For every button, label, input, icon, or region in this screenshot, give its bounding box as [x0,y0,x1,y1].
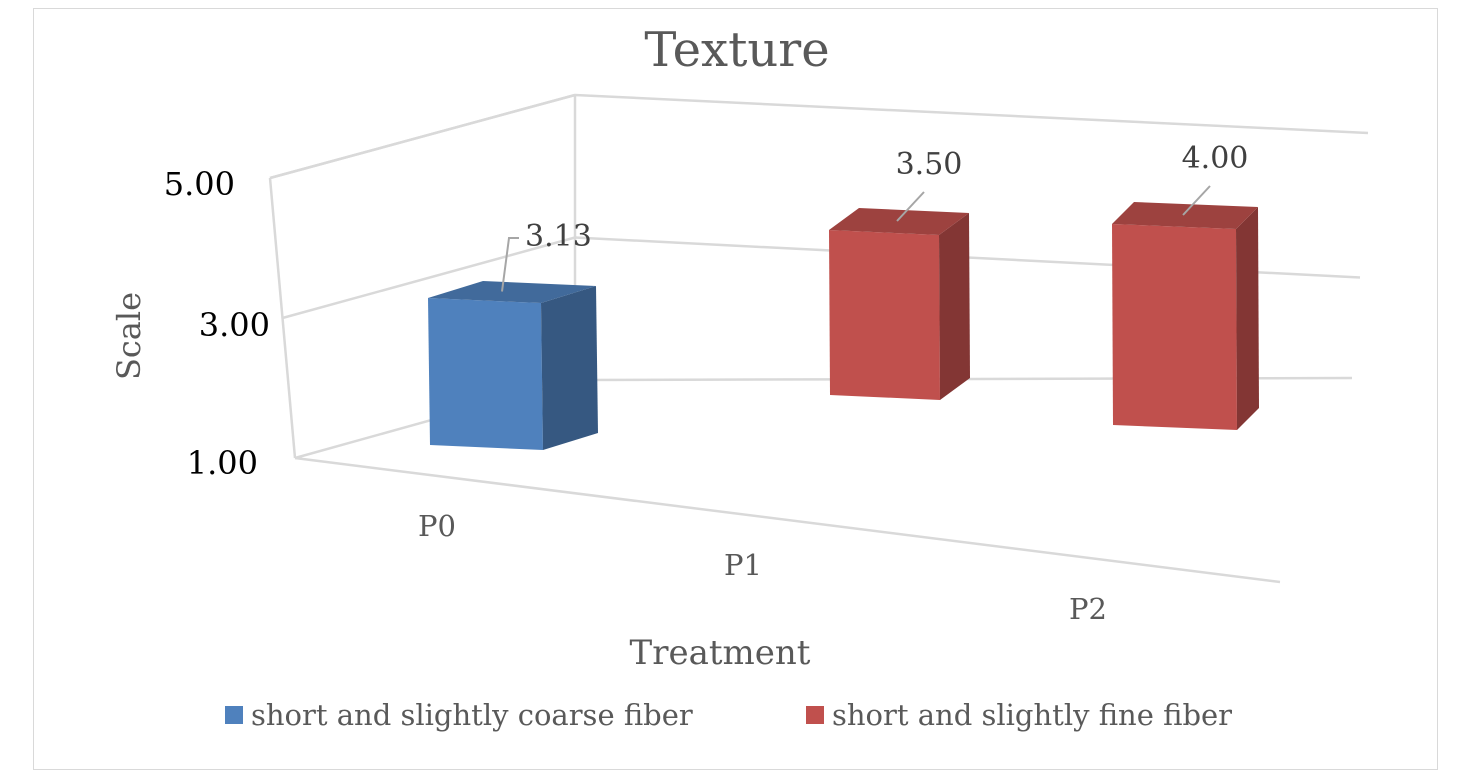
bar-side-face [1236,207,1259,430]
side-gridline [269,93,576,180]
x-tick-label-p2: P2 [1069,592,1107,626]
bar-top-face [1112,202,1258,229]
bar-p1 [829,208,970,400]
bar-side-face [939,213,970,400]
bar-front-face [428,298,543,450]
data-label-leader-line [501,237,519,292]
bar-side-face [541,286,598,450]
data-label: 3.50 [896,147,963,182]
side-gridline [282,236,576,320]
y-axis-title: Scale [110,292,148,380]
legend-swatch-fine [806,706,824,724]
legend-label-coarse: short and slightly coarse fiber [251,698,693,732]
chart-title: Texture [644,22,829,78]
data-label-leader-line [1182,185,1211,216]
data-label: 4.00 [1182,141,1249,176]
legend: short and slightly coarse fiber short an… [225,698,1232,732]
data-labels: 3.13 3.50 4.00 [501,141,1249,292]
legend-swatch-coarse [225,706,243,724]
bar-front-face [829,230,940,400]
bar-top-face [428,281,596,304]
y-tick-labels: 1.00 3.00 5.00 [164,165,270,482]
x-tick-labels: P0 P1 P2 [418,509,1107,626]
bar-top-face [829,208,969,235]
x-tick-label-p1: P1 [724,548,762,582]
back-top-edge [574,93,1369,135]
bar-front-face [1112,224,1237,430]
bar-p2 [1112,202,1259,430]
floor-front-edge [294,456,1281,584]
y-tick-label: 1.00 [187,444,258,482]
x-tick-label-p0: P0 [418,509,456,543]
bars [428,202,1259,450]
y-tick-label: 5.00 [164,165,235,203]
y-tick-label: 3.00 [199,306,270,344]
bar-p0 [428,281,598,450]
legend-label-fine: short and slightly fine fiber [832,698,1232,732]
x-axis-title: Treatment [630,633,811,673]
data-label-leader-line [896,191,925,222]
data-label: 3.13 [525,219,592,254]
